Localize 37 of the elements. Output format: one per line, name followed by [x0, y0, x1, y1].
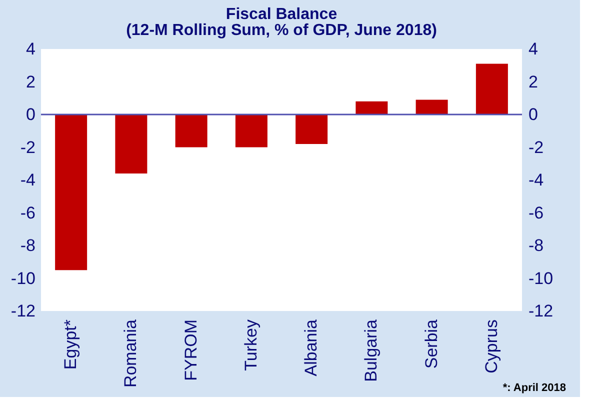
- x-tick-label: Egypt*: [61, 319, 80, 370]
- x-tick-label: Turkey: [241, 319, 260, 371]
- y-tick-label: 0: [26, 105, 36, 124]
- x-tick-label: Albania: [302, 318, 321, 376]
- y-tick-label: -8: [20, 236, 36, 255]
- bar: [175, 114, 208, 148]
- bar: [356, 101, 388, 114]
- y2-tick-label: -12: [528, 302, 554, 320]
- y2-tick-label: -8: [528, 236, 544, 255]
- y-tick-label: -12: [10, 302, 36, 320]
- bar: [55, 114, 88, 270]
- y2-tick-label: -6: [528, 203, 544, 222]
- y-tick-label: -4: [20, 170, 36, 190]
- y-tick-label: -6: [20, 203, 36, 222]
- bar: [476, 64, 508, 114]
- chart-subtitle: (12-M Rolling Sum, % of GDP, June 2018): [126, 22, 437, 39]
- bar: [235, 114, 268, 148]
- bar: [296, 114, 328, 144]
- y-tick-label: 2: [26, 72, 36, 92]
- x-tick-label: Cyprus: [482, 320, 501, 374]
- y2-tick-label: -4: [528, 170, 544, 190]
- bar: [416, 100, 448, 114]
- y-tick-label: 4: [26, 40, 36, 58]
- x-tick-label: Romania: [121, 318, 140, 388]
- y2-tick-label: -2: [528, 138, 544, 157]
- bar: [115, 114, 148, 174]
- y-tick-label: -10: [10, 268, 36, 288]
- y2-tick-label: 2: [528, 72, 538, 92]
- chart-title: Fiscal Balance: [226, 6, 338, 23]
- x-tick-label: Bulgaria: [362, 318, 381, 382]
- x-tick-label: FYROM: [181, 320, 200, 381]
- y2-tick-label: 0: [528, 105, 538, 124]
- y-tick-label: -2: [20, 138, 36, 157]
- x-tick-label: Serbia: [422, 318, 441, 369]
- text: *: April 2018: [502, 382, 566, 394]
- y2-tick-label: -10: [528, 268, 554, 288]
- y2-tick-label: 4: [528, 40, 538, 58]
